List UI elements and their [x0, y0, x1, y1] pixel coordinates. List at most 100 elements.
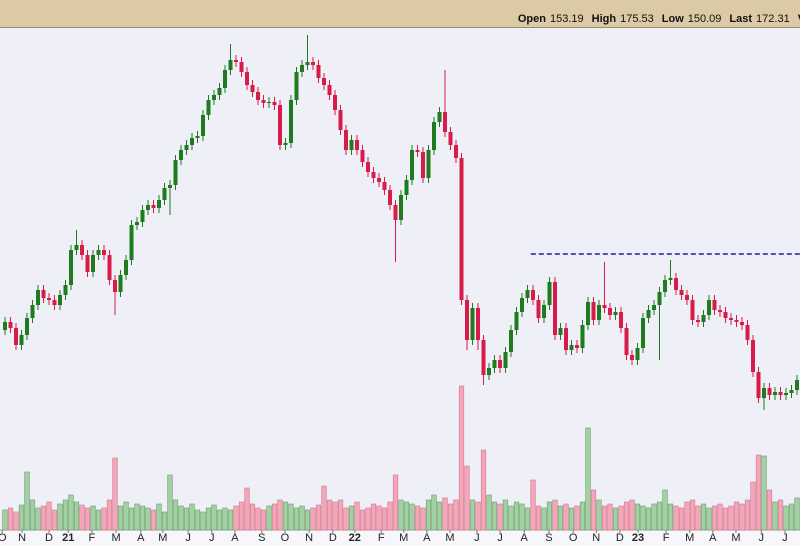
candle-body [311, 62, 316, 65]
volume-bar [689, 499, 696, 531]
candle-body [531, 290, 536, 300]
candle-body [101, 250, 106, 255]
x-tick-label: A [521, 532, 529, 544]
candle-body [272, 102, 277, 105]
volume-bar [167, 474, 173, 531]
candle-body [569, 345, 574, 350]
candle-body [712, 300, 717, 310]
candle-body [718, 310, 723, 312]
candle-body [195, 136, 200, 138]
volume-bar [233, 505, 239, 531]
volume-bar [535, 505, 542, 531]
volume-bar [381, 507, 388, 531]
volume-bar [244, 487, 250, 531]
volume-bar [343, 507, 349, 531]
candle-body [184, 145, 189, 150]
candle-body [762, 388, 767, 398]
volume-bar [293, 507, 300, 531]
candle-body [558, 328, 563, 335]
candle-body [157, 200, 162, 208]
volume-bar [90, 505, 96, 531]
volume-bar [502, 499, 509, 531]
candle-body [228, 60, 233, 70]
volume-bar [409, 503, 415, 531]
volume-bar [783, 505, 789, 531]
candle-body [663, 280, 668, 292]
candle-body [217, 88, 222, 95]
x-tick-label: 22 [349, 532, 361, 544]
candle-body [30, 305, 35, 318]
volume-bar [744, 499, 751, 531]
volume-bar [623, 501, 630, 531]
volume-bar [84, 507, 91, 531]
volume-bar [777, 499, 784, 531]
candle-body [41, 290, 46, 298]
x-tick-label: M [445, 532, 454, 544]
volume-bar [211, 504, 217, 531]
candle-body [685, 295, 690, 300]
volume-bar [403, 501, 410, 531]
volume-bar [178, 505, 184, 531]
volume-bar [546, 501, 553, 531]
field-label: Low [661, 13, 684, 25]
volume-bar [277, 499, 283, 531]
volume-bar [326, 499, 333, 531]
x-tick-label: O [0, 532, 7, 544]
x-tick-label: J [474, 532, 480, 544]
volume-bar [18, 504, 25, 531]
candle-body [118, 275, 123, 292]
volume-bar [678, 507, 685, 531]
candle-body [608, 308, 613, 315]
candle-body [498, 360, 503, 368]
candle-body [619, 312, 624, 328]
volume-bar [563, 503, 569, 531]
x-axis-band [0, 530, 800, 546]
volume-bar [601, 505, 608, 531]
candle-body [641, 318, 646, 348]
volume-bar [579, 501, 586, 531]
volume-bar [607, 503, 613, 531]
x-tick-label: N [18, 532, 26, 544]
candle-body [503, 352, 508, 368]
candle-body [35, 290, 40, 305]
volume-bar [436, 501, 443, 531]
candle-body [674, 278, 679, 290]
volume-bar [29, 499, 36, 531]
volume-bar [315, 504, 322, 531]
volume-bar [359, 509, 366, 531]
candle-body [448, 132, 453, 145]
volume-bar [464, 465, 470, 531]
x-tick-label: N [592, 532, 600, 544]
volume-bar [508, 505, 514, 531]
volume-bar [249, 503, 256, 531]
volume-bar [348, 505, 355, 531]
x-tick-label: J [782, 532, 788, 544]
volume-bar [128, 507, 135, 531]
volume-bar [425, 499, 432, 531]
volume-bar [431, 494, 437, 531]
volume-bar [205, 507, 212, 531]
volume-bar [271, 503, 278, 531]
candle-body [206, 100, 211, 115]
field-value: 150.09 [687, 13, 722, 25]
candle-body [162, 188, 167, 200]
candle-body [19, 335, 24, 345]
candle-body [234, 60, 239, 62]
candle-body [333, 95, 338, 110]
x-tick-label: F [378, 532, 385, 544]
candle-body [679, 290, 684, 295]
candle-body [327, 85, 332, 95]
candle-body [239, 62, 244, 72]
volume-bar [552, 499, 558, 531]
candle-body [415, 150, 420, 152]
candle-body [481, 340, 486, 375]
volume-bar [216, 509, 223, 531]
candle-body [459, 158, 464, 300]
field-label: Open [517, 13, 546, 25]
volume-bar [112, 457, 118, 531]
volume-bar [794, 497, 800, 531]
candle-body [52, 300, 57, 305]
candle-body [24, 318, 29, 335]
volume-bar [156, 503, 162, 531]
